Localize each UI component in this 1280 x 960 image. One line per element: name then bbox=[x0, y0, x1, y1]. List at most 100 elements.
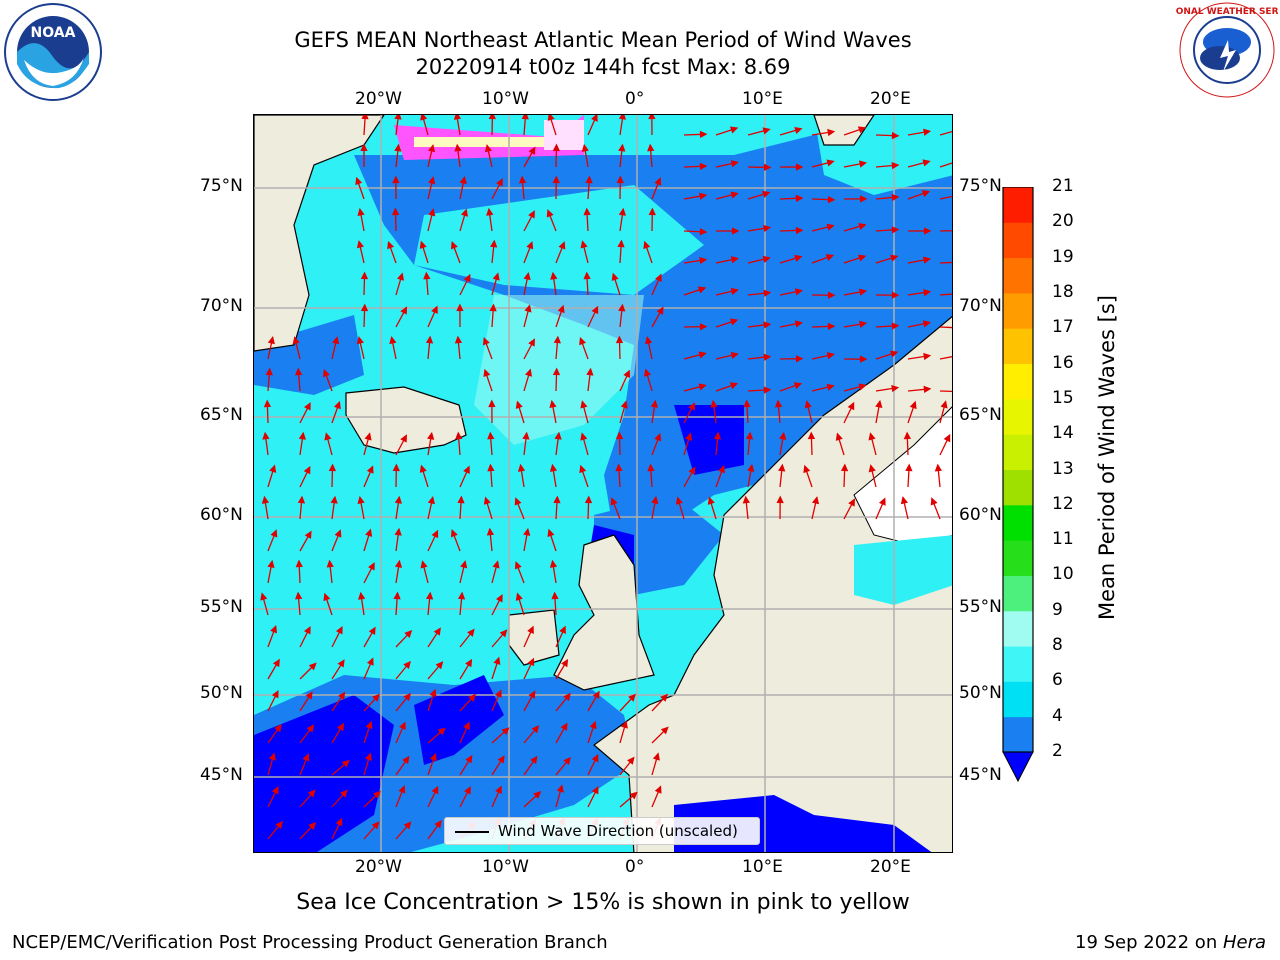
wind-wave-arrowhead bbox=[394, 495, 402, 504]
wind-wave-arrowhead bbox=[420, 115, 428, 121]
wind-wave-arrowhead bbox=[554, 431, 562, 440]
wind-wave-arrowhead bbox=[697, 286, 707, 294]
wind-wave-arrowhead bbox=[459, 175, 467, 185]
wind-wave-arrowhead bbox=[294, 591, 303, 600]
wind-wave-arrowhead bbox=[394, 527, 402, 536]
lon-label-top-0: 0° bbox=[625, 89, 645, 109]
wind-wave-arrowhead bbox=[431, 785, 439, 795]
wind-wave-arrowhead bbox=[591, 305, 599, 315]
lat-label-left-70n: 70°N bbox=[200, 296, 243, 316]
wind-wave-arrowhead bbox=[591, 753, 599, 763]
wind-wave-arrowhead bbox=[660, 726, 669, 735]
wind-wave-arrowhead bbox=[859, 355, 868, 363]
wind-wave-arrowhead bbox=[891, 131, 900, 140]
wind-wave-arrowhead bbox=[307, 789, 316, 798]
map-canvas bbox=[254, 115, 952, 852]
wind-wave-arrowhead bbox=[526, 241, 534, 250]
wind-wave-arrowhead bbox=[295, 559, 303, 568]
wind-wave-arrowhead bbox=[330, 495, 338, 504]
wind-wave-arrowhead bbox=[356, 336, 364, 345]
wind-wave-arrowhead bbox=[437, 727, 446, 736]
colorbar-tick-label: 20 bbox=[1052, 211, 1074, 232]
lat-label-left-60n: 60°N bbox=[200, 505, 243, 525]
wind-wave-arrowhead bbox=[675, 496, 683, 505]
wind-wave-arrowhead bbox=[645, 336, 653, 345]
wind-wave-arrowhead bbox=[527, 625, 534, 634]
wind-wave-arrow bbox=[939, 162, 952, 168]
colorbar bbox=[1002, 187, 1034, 783]
wind-wave-arrowhead bbox=[688, 402, 696, 411]
wind-wave-arrowhead bbox=[335, 626, 343, 635]
footer-date: 19 Sep 2022 on Hera bbox=[1075, 932, 1266, 953]
nws-logo: NATIONAL WEATHER SERVICE bbox=[1176, 2, 1278, 98]
wind-wave-arrowhead bbox=[592, 690, 600, 699]
wind-wave-arrowhead bbox=[357, 495, 365, 504]
wind-wave-arrowhead bbox=[868, 432, 876, 441]
wind-wave-arrowhead bbox=[453, 115, 462, 120]
wind-wave-arrowhead bbox=[563, 692, 571, 701]
wind-wave-arrowhead bbox=[745, 431, 754, 440]
wind-wave-arrowhead bbox=[270, 529, 278, 538]
wind-wave-arrowhead bbox=[267, 336, 275, 345]
wind-wave-arrowhead bbox=[807, 431, 816, 440]
wind-wave-arrowhead bbox=[699, 228, 708, 236]
wind-wave-arrowhead bbox=[557, 304, 565, 314]
wind-wave-arrowhead bbox=[875, 399, 883, 408]
wind-wave-arrowhead bbox=[425, 335, 434, 344]
wind-wave-arrowhead bbox=[341, 759, 350, 768]
wind-wave-arrowhead bbox=[334, 529, 342, 538]
wind-wave-arrowhead bbox=[366, 657, 374, 666]
sea-ice-note: Sea Ice Concentration > 15% is shown in … bbox=[296, 890, 910, 915]
colorbar-tick-label: 10 bbox=[1052, 564, 1074, 585]
wind-wave-arrowhead bbox=[589, 720, 597, 730]
colorbar-segment bbox=[1003, 575, 1033, 612]
wind-wave-arrowhead bbox=[455, 431, 463, 440]
wind-wave-arrowhead bbox=[337, 722, 345, 732]
wind-wave-arrowhead bbox=[546, 209, 554, 218]
wind-wave-arrowhead bbox=[523, 527, 531, 536]
wind-wave-arrowhead bbox=[308, 821, 317, 830]
wind-wave-arrowhead bbox=[364, 432, 372, 441]
wind-wave-arrowhead bbox=[730, 191, 739, 199]
wind-wave-arrowhead bbox=[827, 322, 836, 331]
wind-wave-arrowhead bbox=[826, 159, 835, 167]
colorbar-tick-label: 16 bbox=[1052, 352, 1074, 373]
wind-wave-arrowhead bbox=[774, 399, 783, 408]
wind-wave-arrowhead bbox=[524, 304, 532, 313]
wind-wave-arrowhead bbox=[643, 240, 651, 250]
wind-wave-arrowhead bbox=[553, 335, 561, 344]
wind-wave-arrowhead bbox=[428, 144, 436, 153]
map-subtitle-forecast: 20220914 t00z 144h fcst Max: 8.69 bbox=[415, 55, 791, 79]
wind-wave-arrowhead bbox=[427, 496, 435, 505]
wind-wave-arrowhead bbox=[940, 400, 948, 409]
wind-wave-arrowhead bbox=[794, 254, 803, 262]
wind-wave-arrowhead bbox=[423, 271, 431, 280]
wind-wave-arrowhead bbox=[528, 690, 536, 699]
wind-wave-arrowhead bbox=[685, 432, 693, 441]
wind-wave-arrowhead bbox=[618, 207, 626, 216]
wind-wave-arrowhead bbox=[891, 291, 900, 299]
wind-wave-arrowhead bbox=[419, 464, 427, 473]
wind-wave-arrowhead bbox=[921, 190, 931, 198]
wind-wave-arrowhead bbox=[360, 143, 368, 152]
wind-wave-arrowhead bbox=[302, 753, 310, 762]
colorbar-segment bbox=[1003, 540, 1033, 576]
lon-label-bottom-10e: 10°E bbox=[742, 857, 783, 877]
wind-wave-arrowhead bbox=[493, 656, 501, 665]
wind-wave-arrowhead bbox=[922, 320, 932, 328]
wind-wave-arrowhead bbox=[909, 400, 917, 410]
wind-wave-arrowhead bbox=[623, 369, 630, 379]
lon-label-top-10w: 10°W bbox=[482, 89, 529, 109]
wind-wave-arrowhead bbox=[456, 303, 464, 312]
wind-wave-arrowhead bbox=[550, 271, 558, 280]
wind-wave-arrowhead bbox=[618, 143, 626, 152]
lat-label-right-70n: 70°N bbox=[959, 296, 1002, 316]
wind-wave-arrowhead bbox=[295, 367, 303, 376]
wind-wave-arrowhead bbox=[499, 629, 508, 638]
colorbar-tick-label: 21 bbox=[1052, 176, 1074, 196]
wind-wave-arrowhead bbox=[858, 160, 868, 168]
wind-wave-arrowhead bbox=[490, 239, 498, 248]
noaa-logo: NOAA bbox=[4, 3, 102, 101]
wind-wave-arrowhead bbox=[647, 463, 655, 472]
wind-wave-arrowhead bbox=[261, 495, 270, 504]
